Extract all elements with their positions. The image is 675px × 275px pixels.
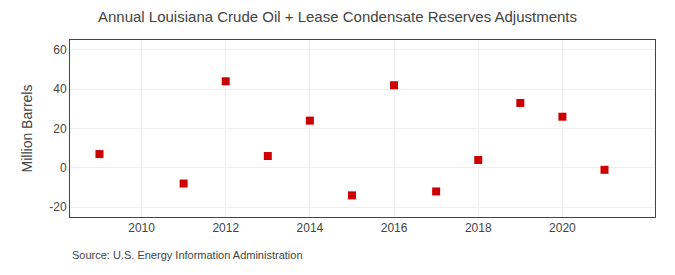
svg-text:0: 0 [60, 161, 67, 175]
svg-text:40: 40 [53, 82, 67, 96]
svg-text:2020: 2020 [549, 221, 576, 235]
svg-text:2018: 2018 [465, 221, 492, 235]
svg-text:Source: U.S. Energy Informatio: Source: U.S. Energy Information Administ… [72, 249, 303, 261]
svg-text:2016: 2016 [381, 221, 408, 235]
svg-text:2010: 2010 [128, 221, 155, 235]
svg-text:2014: 2014 [297, 221, 324, 235]
svg-text:-20: -20 [49, 200, 67, 214]
svg-text:Annual Louisiana Crude Oil + L: Annual Louisiana Crude Oil + Lease Conde… [98, 8, 577, 25]
svg-text:Million Barrels: Million Barrels [19, 85, 35, 173]
svg-text:20: 20 [53, 122, 67, 136]
svg-text:60: 60 [53, 43, 67, 57]
svg-text:2012: 2012 [212, 221, 239, 235]
